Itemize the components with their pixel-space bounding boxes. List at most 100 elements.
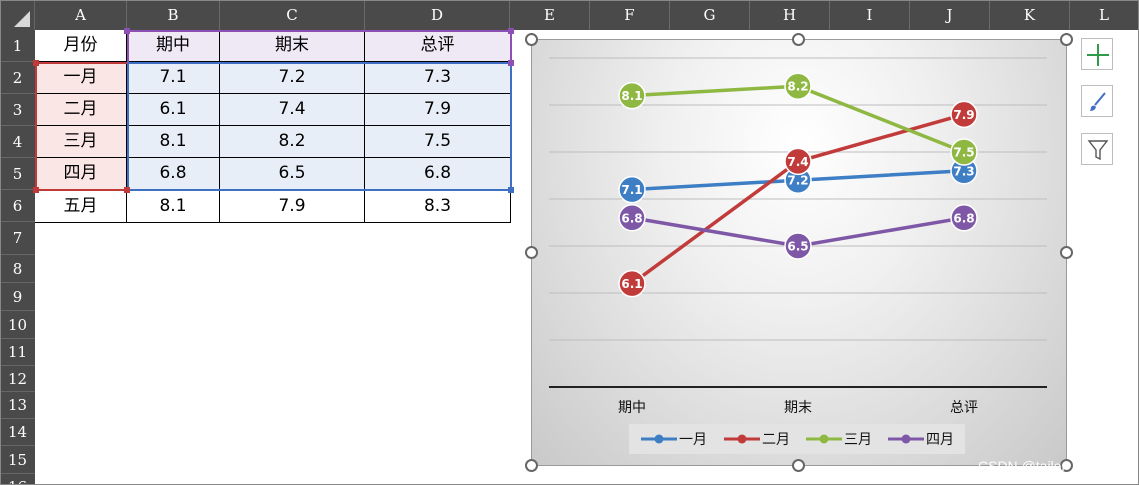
table-cell[interactable]: 6.5 — [220, 158, 365, 190]
table-cell[interactable]: 8.2 — [220, 126, 365, 158]
data-label: 7.4 — [787, 155, 808, 169]
data-label: 6.5 — [787, 240, 808, 254]
table-cell[interactable]: 三月 — [35, 126, 127, 158]
data-label: 7.1 — [621, 183, 642, 197]
table-cell[interactable]: 二月 — [35, 94, 127, 126]
table-cell[interactable]: 五月 — [35, 190, 127, 223]
resize-handle-top-left[interactable] — [525, 33, 538, 46]
legend-label: 二月 — [762, 432, 790, 448]
column-header-c[interactable]: C — [220, 0, 365, 30]
select-all-button[interactable] — [0, 0, 35, 30]
table-cell[interactable]: 7.9 — [220, 190, 365, 223]
row-header-3[interactable]: 3 — [0, 94, 35, 126]
column-header-d[interactable]: D — [365, 0, 510, 30]
worksheet-grid[interactable]: 月份 期中 期末 总评 一月 7.1 7.2 7.3 二月 6.1 7.4 7.9 三月 8.1 8.2 7.… — [35, 30, 511, 223]
resize-handle-bottom[interactable] — [792, 459, 805, 472]
column-header-i[interactable]: I — [830, 0, 910, 30]
legend-label: 一月 — [679, 432, 707, 448]
legend-entry[interactable]: 四月 — [888, 432, 954, 448]
header-cell[interactable]: 总评 — [365, 30, 511, 62]
row-header-13[interactable]: 13 — [0, 392, 35, 419]
x-tick-label: 期中 — [618, 400, 646, 416]
table-cell[interactable]: 一月 — [35, 62, 127, 94]
data-label: 7.9 — [953, 108, 974, 122]
table-cell[interactable]: 四月 — [35, 158, 127, 190]
column-header-bar — [0, 0, 1139, 30]
column-header-b[interactable]: B — [127, 0, 220, 30]
table-cell[interactable]: 8.3 — [365, 190, 511, 223]
data-label: 7.2 — [787, 174, 808, 188]
legend-entry[interactable]: 三月 — [806, 432, 872, 448]
resize-handle-right[interactable] — [1060, 246, 1073, 259]
chart-legend[interactable]: 一月 二月 三月 四月 — [629, 424, 965, 454]
legend-marker — [819, 434, 829, 444]
row-header-10[interactable]: 10 — [0, 311, 35, 339]
table-cell[interactable]: 6.8 — [365, 158, 511, 190]
data-point[interactable] — [950, 204, 978, 232]
resize-handle-top[interactable] — [792, 33, 805, 46]
resize-handle-bottom-left[interactable] — [525, 459, 538, 472]
row-header-2[interactable]: 2 — [0, 62, 35, 94]
data-point[interactable] — [784, 147, 812, 176]
table-cell[interactable]: 8.1 — [127, 126, 220, 158]
legend-entry[interactable]: 二月 — [724, 432, 790, 448]
table-cell[interactable]: 7.9 — [365, 94, 511, 126]
data-point[interactable] — [950, 138, 978, 166]
legend-entry[interactable]: 一月 — [641, 432, 707, 448]
table-cell[interactable]: 7.1 — [127, 62, 220, 94]
row-header-15[interactable]: 15 — [0, 446, 35, 474]
table-cell[interactable]: 7.4 — [220, 94, 365, 126]
resize-handle-bottom-right[interactable] — [1060, 459, 1073, 472]
column-header-e[interactable]: E — [510, 0, 590, 30]
table-cell[interactable]: 6.1 — [127, 94, 220, 126]
row-header-14[interactable]: 14 — [0, 419, 35, 446]
column-header-g[interactable]: G — [670, 0, 750, 30]
filter-icon — [1087, 140, 1109, 161]
column-header-j[interactable]: J — [910, 0, 990, 30]
data-point[interactable] — [618, 269, 646, 298]
x-tick-label: 期末 — [784, 400, 812, 416]
data-point[interactable] — [618, 204, 646, 232]
header-cell[interactable]: 期末 — [220, 30, 365, 62]
table-cell[interactable]: 7.3 — [365, 62, 511, 94]
legend-label: 四月 — [926, 432, 954, 448]
data-point[interactable] — [784, 232, 812, 260]
data-point[interactable] — [618, 175, 646, 204]
table-cell[interactable]: 8.1 — [127, 190, 220, 223]
column-header-f[interactable]: F — [590, 0, 670, 30]
row-header-7[interactable]: 7 — [0, 222, 35, 255]
header-cell[interactable]: 月份 — [35, 30, 127, 62]
data-point[interactable] — [618, 81, 646, 110]
resize-handle-left[interactable] — [525, 246, 538, 259]
data-label: 6.1 — [621, 277, 642, 291]
resize-handle-top-right[interactable] — [1060, 33, 1073, 46]
row-header-6[interactable]: 6 — [0, 190, 35, 222]
data-label: 8.1 — [621, 89, 642, 103]
column-header-l[interactable]: L — [1070, 0, 1139, 30]
row-header-4[interactable]: 4 — [0, 126, 35, 158]
row-header-16[interactable]: 16 — [0, 474, 35, 485]
legend-label: 三月 — [844, 432, 872, 448]
legend-marker — [654, 434, 664, 444]
column-header-h[interactable]: H — [750, 0, 830, 30]
data-point[interactable] — [784, 72, 812, 100]
line-chart[interactable]: 期中 期末 总评 7.1 7.2 7.3 6.1 7.4 7.9 8.1 8.2 7.5 6.8 6.5 6… — [531, 39, 1067, 466]
table-cell[interactable]: 7.5 — [365, 126, 511, 158]
chart-styles-button[interactable] — [1081, 85, 1113, 117]
column-header-a[interactable]: A — [35, 0, 127, 30]
row-header-5[interactable]: 5 — [0, 158, 35, 190]
header-cell[interactable]: 期中 — [127, 30, 220, 62]
row-header-8[interactable]: 8 — [0, 255, 35, 283]
row-header-11[interactable]: 11 — [0, 339, 35, 366]
chart-elements-button[interactable] — [1081, 38, 1113, 70]
data-label: 7.3 — [953, 164, 974, 178]
column-header-k[interactable]: K — [990, 0, 1070, 30]
row-header-12[interactable]: 12 — [0, 366, 35, 392]
chart-filters-button[interactable] — [1081, 133, 1113, 165]
data-point[interactable] — [950, 100, 978, 129]
row-header-9[interactable]: 9 — [0, 283, 35, 311]
row-header-1[interactable]: 1 — [0, 30, 35, 62]
table-cell[interactable]: 6.8 — [127, 158, 220, 190]
legend-marker — [737, 434, 747, 444]
table-cell[interactable]: 7.2 — [220, 62, 365, 94]
